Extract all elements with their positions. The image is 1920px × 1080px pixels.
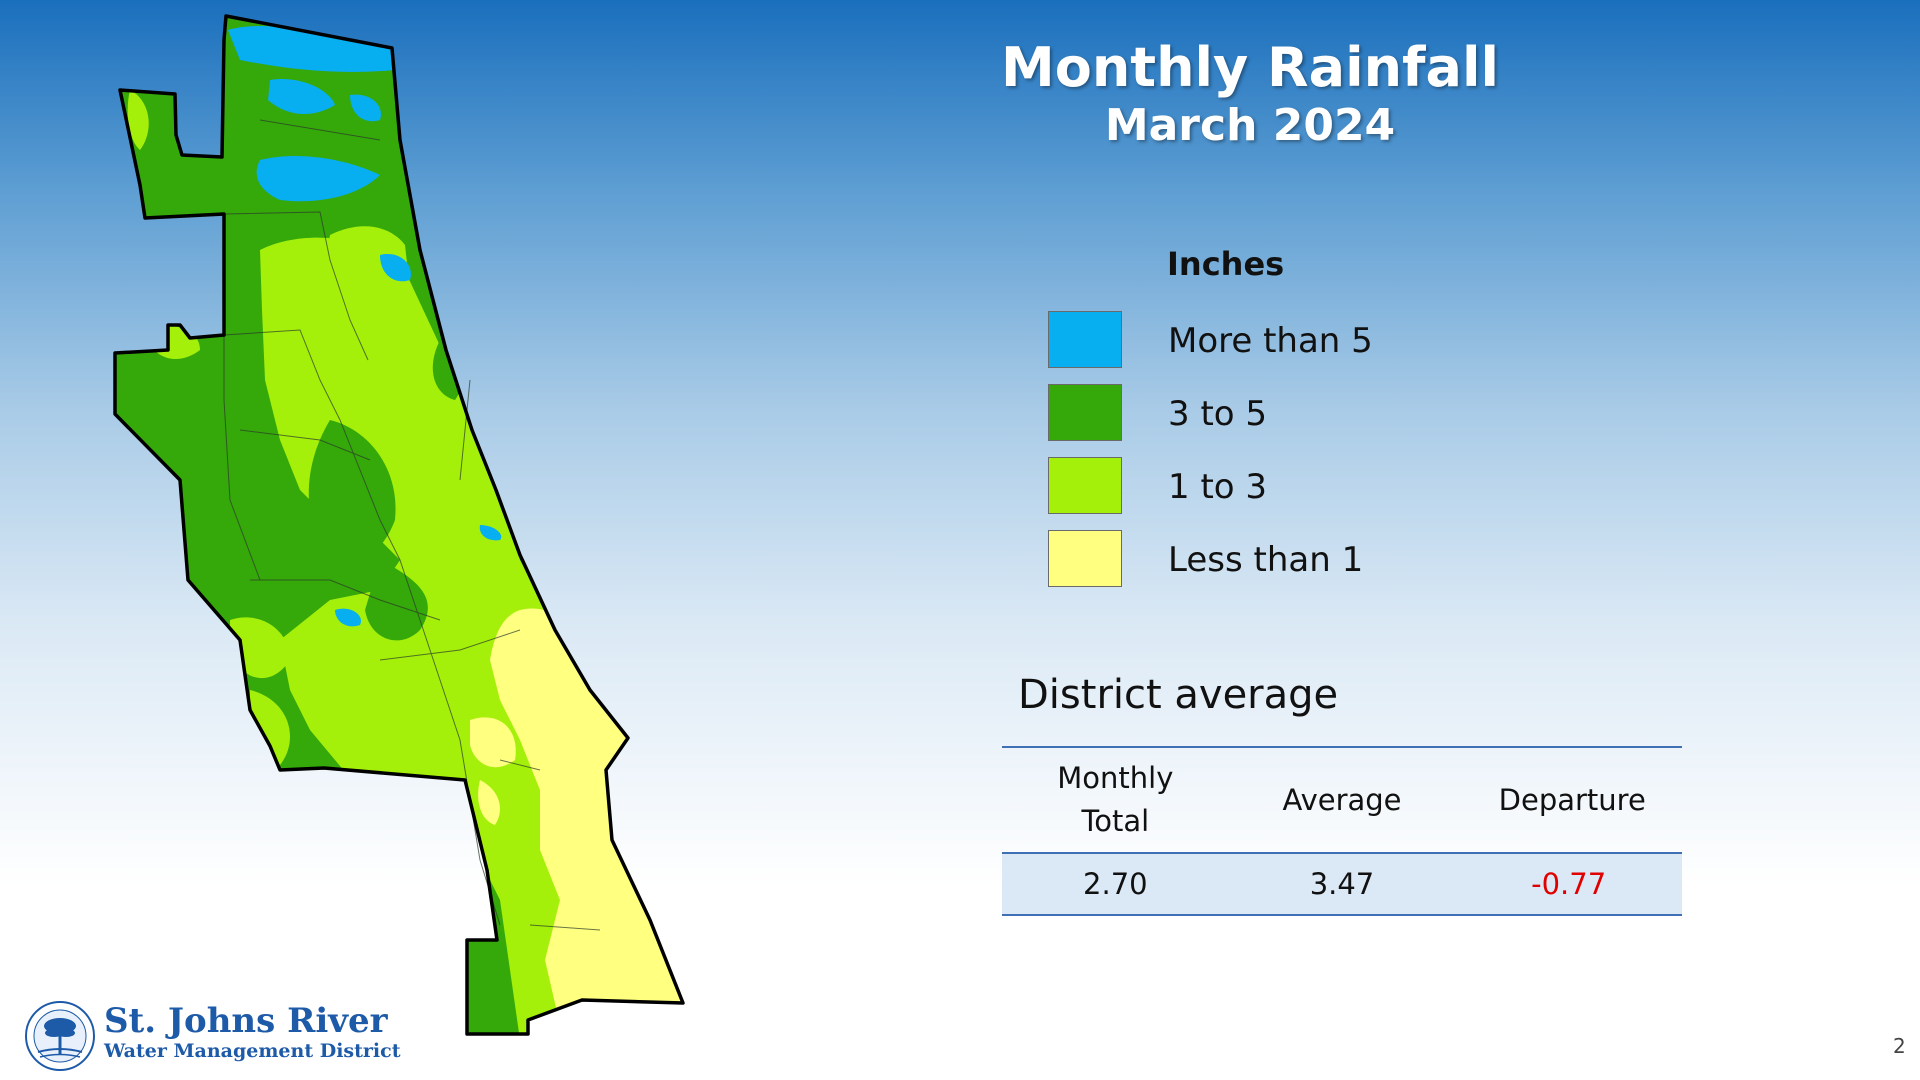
legend-label: 1 to 3 [1168,467,1268,507]
monthly-total-value: 2.70 [1083,867,1148,901]
column-header-departure: Departure [1455,747,1682,853]
legend-label: 3 to 5 [1168,394,1268,434]
legend-item-more-than-5: More than 5 [1048,311,1548,369]
legend-label: More than 5 [1168,321,1373,361]
legend-swatch [1048,384,1122,441]
column-header-label: Monthly Total [1057,761,1174,838]
district-average-heading: District average [1018,672,1339,718]
legend-item-less-than-1: Less than 1 [1048,530,1548,588]
page-number: 2 [1893,1034,1906,1058]
district-average-table: Monthly Total Average Departure 2.70 3.4… [1002,746,1682,916]
organization-name: St. Johns River [104,1001,388,1041]
table-header-row: Monthly Total Average Departure [1002,747,1682,853]
average-value: 3.47 [1309,867,1375,901]
column-header-monthly-total: Monthly Total [1002,747,1229,853]
column-header-average: Average [1229,747,1456,853]
rainfall-map [113,14,685,1036]
legend-item-3-to-5: 3 to 5 [1048,384,1548,442]
organization-subtitle: Water Management District [104,1040,401,1062]
legend-swatch [1048,457,1122,514]
map-subtitle: March 2024 [1104,100,1396,151]
table-row: 2.70 3.47 -0.77 [1002,853,1682,915]
column-header-label: Average [1282,782,1402,817]
district-seal-logo [25,1001,95,1071]
legend-heading: Inches [1167,245,1285,283]
departure-value: -0.77 [1531,867,1607,901]
column-header-label: Departure [1498,782,1646,817]
legend-swatch [1048,530,1122,587]
legend-item-1-to-3: 1 to 3 [1048,457,1548,515]
map-title: Monthly Rainfall [1001,36,1499,99]
legend-label: Less than 1 [1168,540,1364,580]
legend-swatch [1048,311,1122,368]
